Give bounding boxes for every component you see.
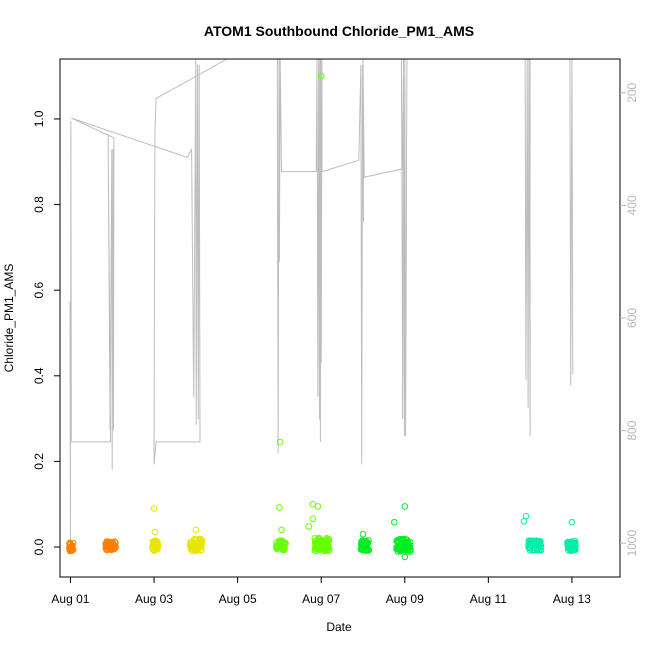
y2-tick-label: 200 bbox=[625, 82, 639, 102]
data-point bbox=[305, 523, 313, 530]
chart-title: ATOM1 Southbound Chloride_PM1_AMS bbox=[204, 23, 474, 39]
data-point bbox=[276, 438, 284, 446]
data-point bbox=[400, 536, 408, 544]
x-tick-label: Aug 07 bbox=[302, 592, 340, 606]
y2-tick-label: 800 bbox=[625, 420, 639, 440]
data-point bbox=[273, 539, 280, 546]
data-point bbox=[309, 515, 317, 523]
data-point bbox=[320, 545, 328, 553]
y-axis: 0.0 0.2 0.4 0.6 0.8 1.0 bbox=[32, 110, 60, 555]
x-tick-label: Aug 09 bbox=[386, 592, 424, 606]
data-point bbox=[108, 539, 115, 546]
secondary-line bbox=[69, 58, 574, 544]
data-point bbox=[566, 545, 573, 553]
y-tick-label: 0.0 bbox=[32, 538, 46, 555]
plot-frame bbox=[59, 58, 621, 578]
data-point bbox=[317, 541, 324, 548]
data-point bbox=[391, 518, 398, 526]
x-tick-label: Aug 13 bbox=[553, 592, 591, 606]
data-point bbox=[364, 546, 371, 554]
y2-tick-label: 400 bbox=[625, 195, 639, 215]
x-tick-label: Aug 03 bbox=[135, 592, 173, 606]
y-tick-label: 1.0 bbox=[32, 110, 46, 127]
data-point bbox=[362, 538, 370, 545]
data-point bbox=[569, 540, 576, 547]
data-point bbox=[103, 539, 110, 546]
x-tick-label: Aug 11 bbox=[470, 592, 507, 606]
data-point bbox=[277, 544, 284, 551]
data-point bbox=[400, 546, 408, 553]
data-point bbox=[324, 540, 332, 548]
data-point bbox=[187, 543, 195, 551]
data-point bbox=[317, 72, 325, 80]
data-point bbox=[314, 503, 322, 510]
data-point bbox=[151, 542, 158, 549]
data-point bbox=[198, 537, 206, 544]
data-point bbox=[150, 547, 158, 554]
data-point bbox=[150, 505, 158, 512]
x-axis: Aug 01 Aug 03 Aug 05 Aug 07 Aug 09 Aug 11 Aug … bbox=[51, 577, 591, 606]
data-point bbox=[312, 539, 320, 547]
y-tick-label: 0.6 bbox=[32, 282, 46, 299]
data-point bbox=[151, 528, 159, 536]
data-point bbox=[102, 541, 110, 549]
data-point bbox=[406, 543, 413, 551]
y-tick-label: 0.4 bbox=[32, 367, 46, 384]
data-point bbox=[278, 526, 285, 534]
y2-tick-label: 600 bbox=[625, 308, 639, 328]
y-tick-label: 0.8 bbox=[32, 196, 46, 213]
y2-tick-label: 1000 bbox=[625, 530, 639, 557]
secondary-series-line bbox=[69, 58, 574, 544]
data-point bbox=[534, 544, 542, 552]
data-point bbox=[276, 504, 283, 511]
data-point bbox=[107, 543, 114, 551]
x-tick-label: Aug 01 bbox=[51, 592, 89, 606]
data-point bbox=[407, 548, 414, 555]
data-point bbox=[188, 547, 196, 555]
data-point bbox=[565, 539, 573, 546]
data-point bbox=[568, 518, 576, 526]
data-point bbox=[359, 530, 367, 538]
y-tick-label: 0.2 bbox=[32, 453, 46, 470]
data-point bbox=[401, 503, 409, 510]
y2-axis: 200 400 600 800 1000 bbox=[620, 82, 639, 557]
data-point bbox=[401, 553, 409, 561]
x-tick-label: Aug 05 bbox=[219, 592, 257, 606]
data-point bbox=[68, 542, 76, 550]
data-point bbox=[277, 540, 285, 547]
data-point bbox=[526, 547, 534, 554]
data-point bbox=[192, 539, 199, 547]
data-point bbox=[197, 535, 204, 543]
data-point bbox=[192, 526, 200, 534]
y-axis-title: Chloride_PM1_AMS bbox=[2, 264, 16, 373]
data-point bbox=[281, 546, 288, 553]
x-axis-title: Date bbox=[326, 620, 352, 634]
points-layer bbox=[66, 72, 579, 561]
data-point bbox=[396, 546, 404, 554]
data-point bbox=[529, 538, 537, 545]
data-point bbox=[520, 518, 528, 525]
